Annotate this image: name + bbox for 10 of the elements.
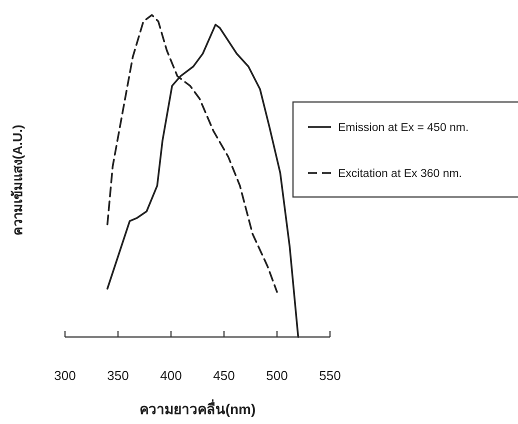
x-tick-label: 350 — [107, 368, 129, 383]
legend-label: Emission at Ex = 450 nm. — [338, 122, 469, 134]
x-tick-label: 500 — [266, 368, 288, 383]
x-tick-label: 550 — [319, 368, 341, 383]
x-axis-title: ความยาวคลื่น(nm) — [139, 399, 256, 417]
y-axis-title: ความเข้มแสง(A.U.) — [10, 124, 25, 236]
x-tick-label: 450 — [213, 368, 235, 383]
legend-label: Excitation at Ex 360 nm. — [338, 168, 462, 180]
x-tick-label: 300 — [54, 368, 76, 383]
x-tick-label: 400 — [160, 368, 182, 383]
